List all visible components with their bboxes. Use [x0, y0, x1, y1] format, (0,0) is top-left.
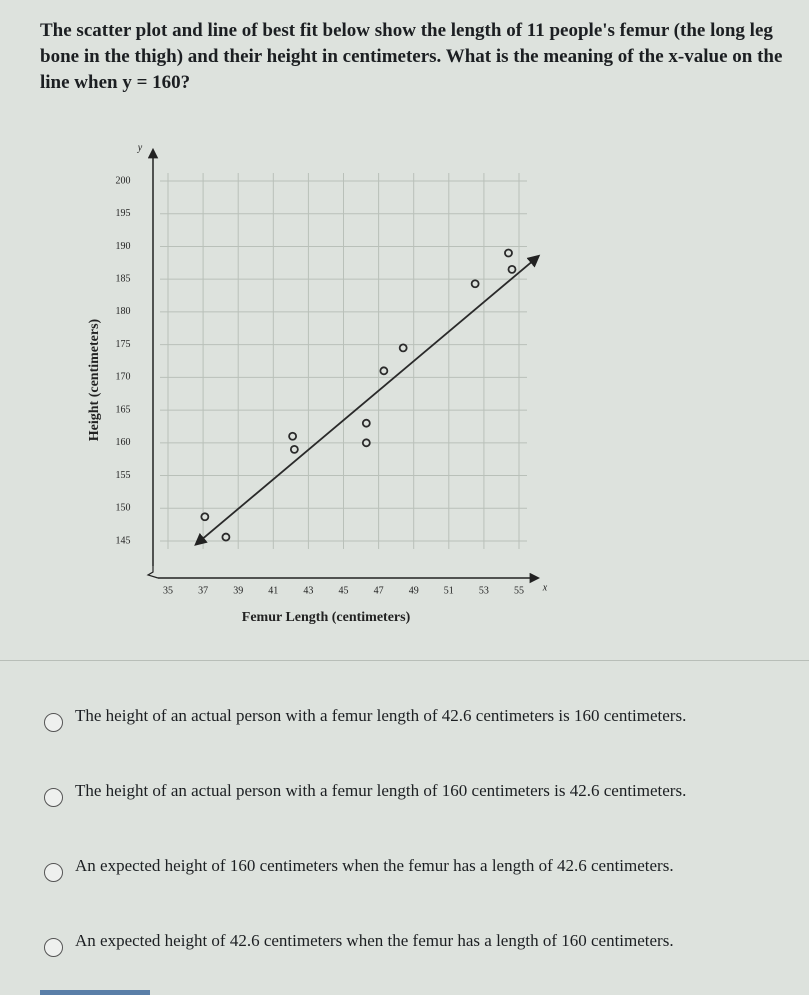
- chart: 145 150 155 160 165 170 175 180 185 190 195 200 35 37…: [87, 142, 548, 625]
- y-tick-label: 200: [116, 175, 131, 186]
- y-tick-label: 175: [116, 339, 131, 350]
- x-tick-label: 43: [303, 585, 313, 596]
- x-tick-label: 47: [374, 585, 384, 596]
- fit-line: [194, 254, 541, 546]
- x-tick-label: 51: [444, 585, 454, 596]
- y-tick-label: 185: [116, 273, 131, 284]
- point: [507, 264, 517, 274]
- axis-break: [146, 566, 159, 579]
- x-axis-symbol: x: [542, 582, 548, 593]
- x-tick-label: 55: [514, 585, 524, 596]
- x-axis-label: Femur Length (centimeters): [242, 610, 411, 625]
- y-tick-label: 180: [116, 306, 131, 317]
- point: [200, 512, 210, 522]
- point: [470, 279, 480, 289]
- x-tick-label: 41: [268, 585, 278, 596]
- y-axis-symbol: y: [137, 142, 143, 153]
- x-tick-label: 39: [233, 585, 243, 596]
- point: [221, 532, 231, 542]
- radio[interactable]: [44, 713, 63, 732]
- y-tick-label: 165: [116, 404, 131, 415]
- radio[interactable]: [44, 863, 63, 882]
- choice[interactable]: An expected height of 160 centimeters wh…: [75, 856, 674, 875]
- point: [361, 418, 371, 428]
- radio[interactable]: [44, 788, 63, 807]
- y-tick-label: 190: [116, 241, 131, 252]
- x-tick-label: 37: [198, 585, 208, 596]
- point: [398, 343, 408, 353]
- x-tick-label: 45: [339, 585, 349, 596]
- y-tick-label: 155: [116, 470, 131, 481]
- question: The scatter plot and line of best fit be…: [40, 20, 783, 93]
- point: [289, 444, 299, 454]
- choice[interactable]: The height of an actual person with a fe…: [75, 706, 687, 725]
- point: [504, 248, 513, 258]
- divider: [0, 660, 809, 661]
- y-tick-label: 150: [116, 503, 131, 514]
- y-axis-label: Height (centimeters): [87, 318, 102, 441]
- point: [288, 431, 298, 441]
- point: [379, 366, 389, 376]
- progress-bar: [40, 990, 150, 995]
- point: [361, 438, 371, 448]
- y-tick-label: 170: [116, 372, 131, 383]
- x-tick-label: 35: [163, 585, 173, 596]
- radio[interactable]: [44, 938, 63, 957]
- x-tick-label: 53: [479, 585, 489, 596]
- x-tick-label: 49: [409, 585, 419, 596]
- y-tick-label: 160: [116, 437, 131, 448]
- choice[interactable]: An expected height of 42.6 centimeters w…: [75, 931, 674, 950]
- y-tick-label: 145: [116, 535, 131, 546]
- choice[interactable]: The height of an actual person with a fe…: [75, 781, 687, 800]
- y-tick-label: 195: [116, 208, 131, 219]
